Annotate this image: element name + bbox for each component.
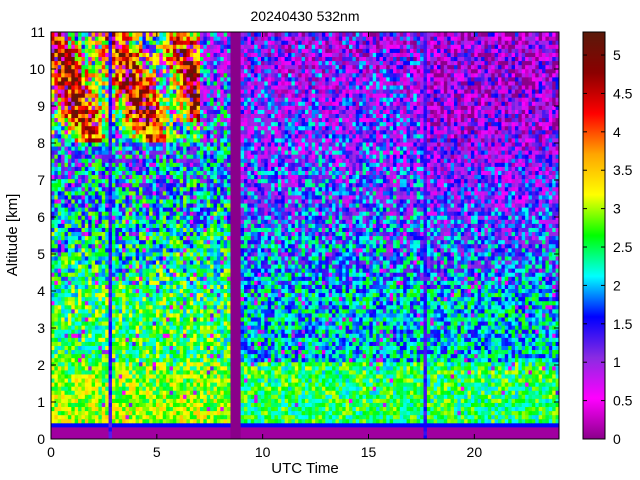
y-tick-label: 8: [37, 135, 45, 151]
x-tick-label: 10: [255, 444, 271, 460]
colorbar-tick-label: 2: [613, 277, 621, 293]
y-tick-label: 2: [37, 357, 45, 373]
colorbar-ticks: 0 0.5 1 1.5 2 2.5 3 3.5 4 4.5 5: [583, 47, 633, 447]
x-tick-label: 15: [361, 444, 377, 460]
chart-title: 20240430 532nm: [251, 8, 360, 24]
colorbar-tick-label: 2.5: [613, 239, 633, 255]
x-tick-label: 20: [467, 444, 483, 460]
colorbar-frame: [582, 31, 606, 440]
colorbar: 0 0.5 1 1.5 2 2.5 3 3.5 4 4.5 5: [582, 31, 633, 447]
colorbar-gradient: [583, 32, 605, 439]
plot-area: 0 5 10 15 20 0 1 2 3 4 5 6 7 8 9 10 11: [29, 24, 560, 460]
x-axis: 0 5 10 15 20: [47, 32, 482, 460]
colorbar-tick-label: 1: [613, 354, 621, 370]
y-tick-label: 7: [37, 172, 45, 188]
colorbar-tick-label: 0: [613, 431, 621, 447]
y-axis: 0 1 2 3 4 5 6 7 8 9 10 11: [29, 24, 559, 447]
colorbar-tick-label: 4: [613, 124, 621, 140]
colorbar-tick-label: 0.5: [613, 393, 633, 409]
y-tick-label: 5: [37, 246, 45, 262]
y-tick-label: 9: [37, 98, 45, 114]
colorbar-tick-label: 1.5: [613, 316, 633, 332]
colorbar-tick-label: 4.5: [613, 85, 633, 101]
colorbar-tick-label: 3.5: [613, 162, 633, 178]
y-tick-label: 11: [30, 24, 45, 40]
plot-frame: [50, 31, 560, 440]
backscatter-heatmap: [51, 32, 559, 439]
y-tick-label: 10: [29, 61, 45, 77]
y-tick-label: 4: [37, 283, 45, 299]
y-axis-label: Altitude [km]: [4, 194, 21, 277]
x-axis-label: UTC Time: [271, 460, 339, 477]
x-tick-label: 5: [153, 444, 161, 460]
colorbar-tick-label: 5: [613, 47, 621, 63]
y-tick-label: 6: [37, 209, 45, 225]
y-tick-label: 3: [37, 320, 45, 336]
y-tick-label: 1: [37, 394, 45, 410]
y-tick-label: 0: [37, 431, 45, 447]
colorbar-tick-label: 3: [613, 201, 621, 217]
x-tick-label: 0: [47, 444, 55, 460]
